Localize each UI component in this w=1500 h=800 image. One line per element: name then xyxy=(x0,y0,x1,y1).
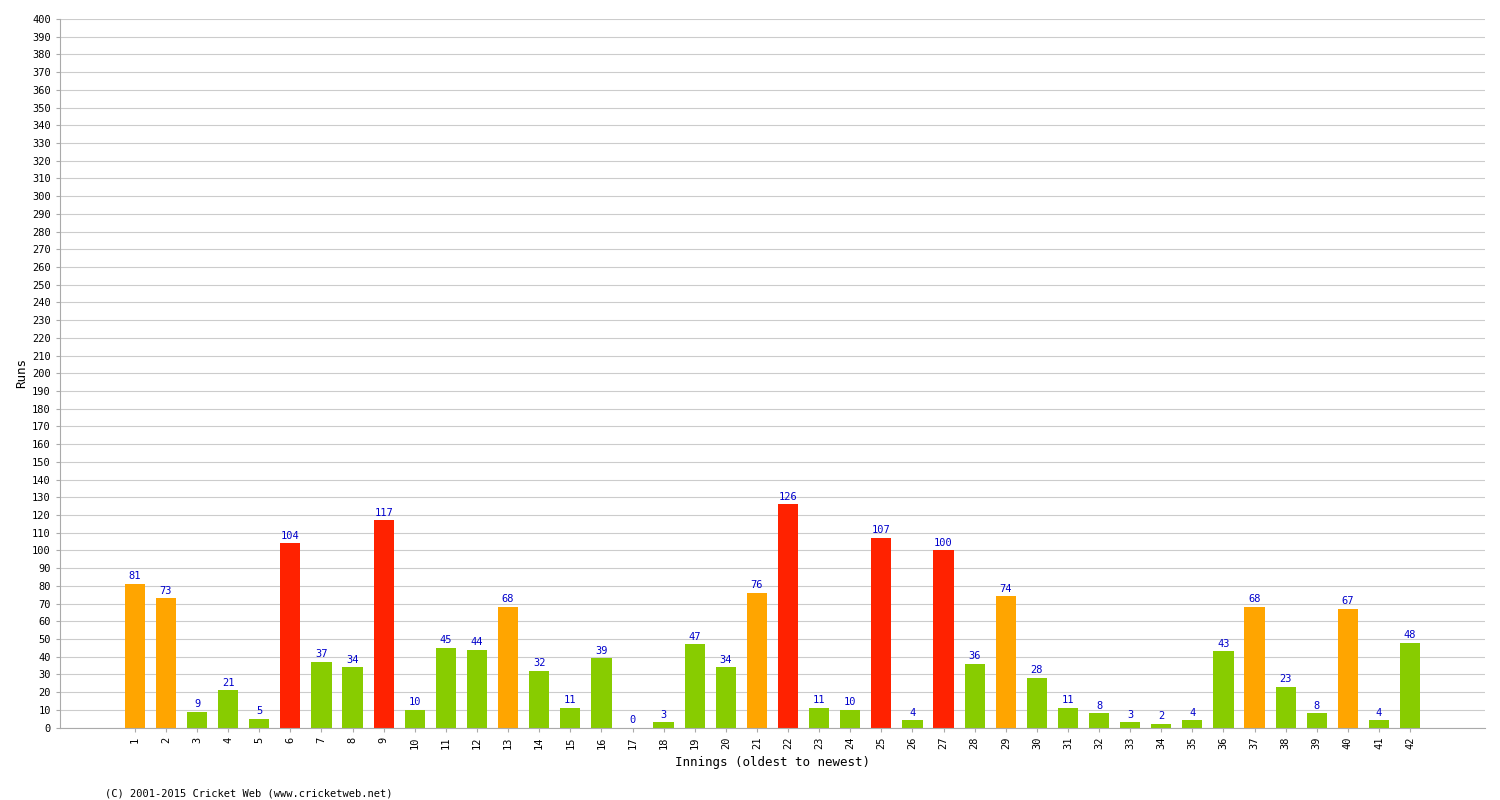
Bar xyxy=(903,721,922,727)
Text: 44: 44 xyxy=(471,637,483,647)
Text: 10: 10 xyxy=(844,697,856,707)
Text: 4: 4 xyxy=(1376,708,1382,718)
Bar xyxy=(1338,609,1358,727)
Bar xyxy=(405,710,424,727)
Bar xyxy=(716,667,736,727)
Text: 11: 11 xyxy=(1062,695,1074,706)
Bar xyxy=(654,722,674,727)
Bar xyxy=(591,658,612,727)
Text: 3: 3 xyxy=(1126,710,1134,719)
Text: 5: 5 xyxy=(256,706,262,716)
Bar xyxy=(933,550,954,727)
Text: 8: 8 xyxy=(1096,701,1102,710)
X-axis label: Innings (oldest to newest): Innings (oldest to newest) xyxy=(675,756,870,769)
Text: 45: 45 xyxy=(440,635,452,645)
Text: 9: 9 xyxy=(194,699,200,709)
Y-axis label: Runs: Runs xyxy=(15,358,28,388)
Bar xyxy=(1089,714,1108,727)
Text: 81: 81 xyxy=(129,571,141,582)
Text: 39: 39 xyxy=(596,646,608,656)
Bar xyxy=(498,607,517,727)
Bar xyxy=(1400,642,1420,727)
Text: 10: 10 xyxy=(408,697,422,707)
Bar xyxy=(436,648,456,727)
Text: 37: 37 xyxy=(315,650,327,659)
Bar xyxy=(964,664,986,727)
Text: 4: 4 xyxy=(909,708,915,718)
Text: 34: 34 xyxy=(720,654,732,665)
Text: 11: 11 xyxy=(564,695,576,706)
Text: 21: 21 xyxy=(222,678,234,688)
Text: 8: 8 xyxy=(1314,701,1320,710)
Text: 74: 74 xyxy=(999,584,1012,594)
Text: (C) 2001-2015 Cricket Web (www.cricketweb.net): (C) 2001-2015 Cricket Web (www.cricketwe… xyxy=(105,788,393,798)
Text: 36: 36 xyxy=(969,651,981,661)
Text: 76: 76 xyxy=(750,580,764,590)
Bar xyxy=(1182,721,1203,727)
Bar xyxy=(217,690,238,727)
Bar xyxy=(747,593,766,727)
Bar xyxy=(1275,686,1296,727)
Text: 104: 104 xyxy=(280,530,300,541)
Text: 117: 117 xyxy=(375,508,393,518)
Text: 23: 23 xyxy=(1280,674,1292,684)
Bar xyxy=(312,662,332,727)
Bar xyxy=(871,538,891,727)
Text: 28: 28 xyxy=(1030,666,1042,675)
Bar xyxy=(374,520,394,727)
Bar xyxy=(560,708,580,727)
Bar xyxy=(466,650,488,727)
Bar xyxy=(1150,724,1172,727)
Bar xyxy=(156,598,176,727)
Bar xyxy=(530,671,549,727)
Bar xyxy=(1120,722,1140,727)
Text: 68: 68 xyxy=(503,594,515,605)
Text: 0: 0 xyxy=(630,715,636,725)
Text: 3: 3 xyxy=(660,710,666,719)
Text: 126: 126 xyxy=(778,492,798,502)
Text: 107: 107 xyxy=(871,526,891,535)
Bar xyxy=(1058,708,1078,727)
Text: 67: 67 xyxy=(1341,596,1354,606)
Bar xyxy=(1028,678,1047,727)
Bar xyxy=(1214,651,1233,727)
Bar xyxy=(342,667,363,727)
Bar xyxy=(778,504,798,727)
Bar xyxy=(840,710,861,727)
Text: 47: 47 xyxy=(688,632,700,642)
Text: 32: 32 xyxy=(532,658,546,668)
Text: 34: 34 xyxy=(346,654,358,665)
Text: 73: 73 xyxy=(159,586,172,595)
Bar xyxy=(684,644,705,727)
Text: 68: 68 xyxy=(1248,594,1262,605)
Bar xyxy=(1306,714,1328,727)
Bar xyxy=(124,584,146,727)
Text: 2: 2 xyxy=(1158,711,1164,722)
Text: 48: 48 xyxy=(1404,630,1416,640)
Bar xyxy=(808,708,830,727)
Text: 11: 11 xyxy=(813,695,825,706)
Bar xyxy=(1370,721,1389,727)
Text: 100: 100 xyxy=(934,538,952,548)
Bar xyxy=(996,597,1016,727)
Bar xyxy=(1245,607,1264,727)
Bar xyxy=(280,543,300,727)
Bar xyxy=(188,711,207,727)
Text: 43: 43 xyxy=(1216,638,1230,649)
Text: 4: 4 xyxy=(1190,708,1196,718)
Bar xyxy=(249,718,270,727)
